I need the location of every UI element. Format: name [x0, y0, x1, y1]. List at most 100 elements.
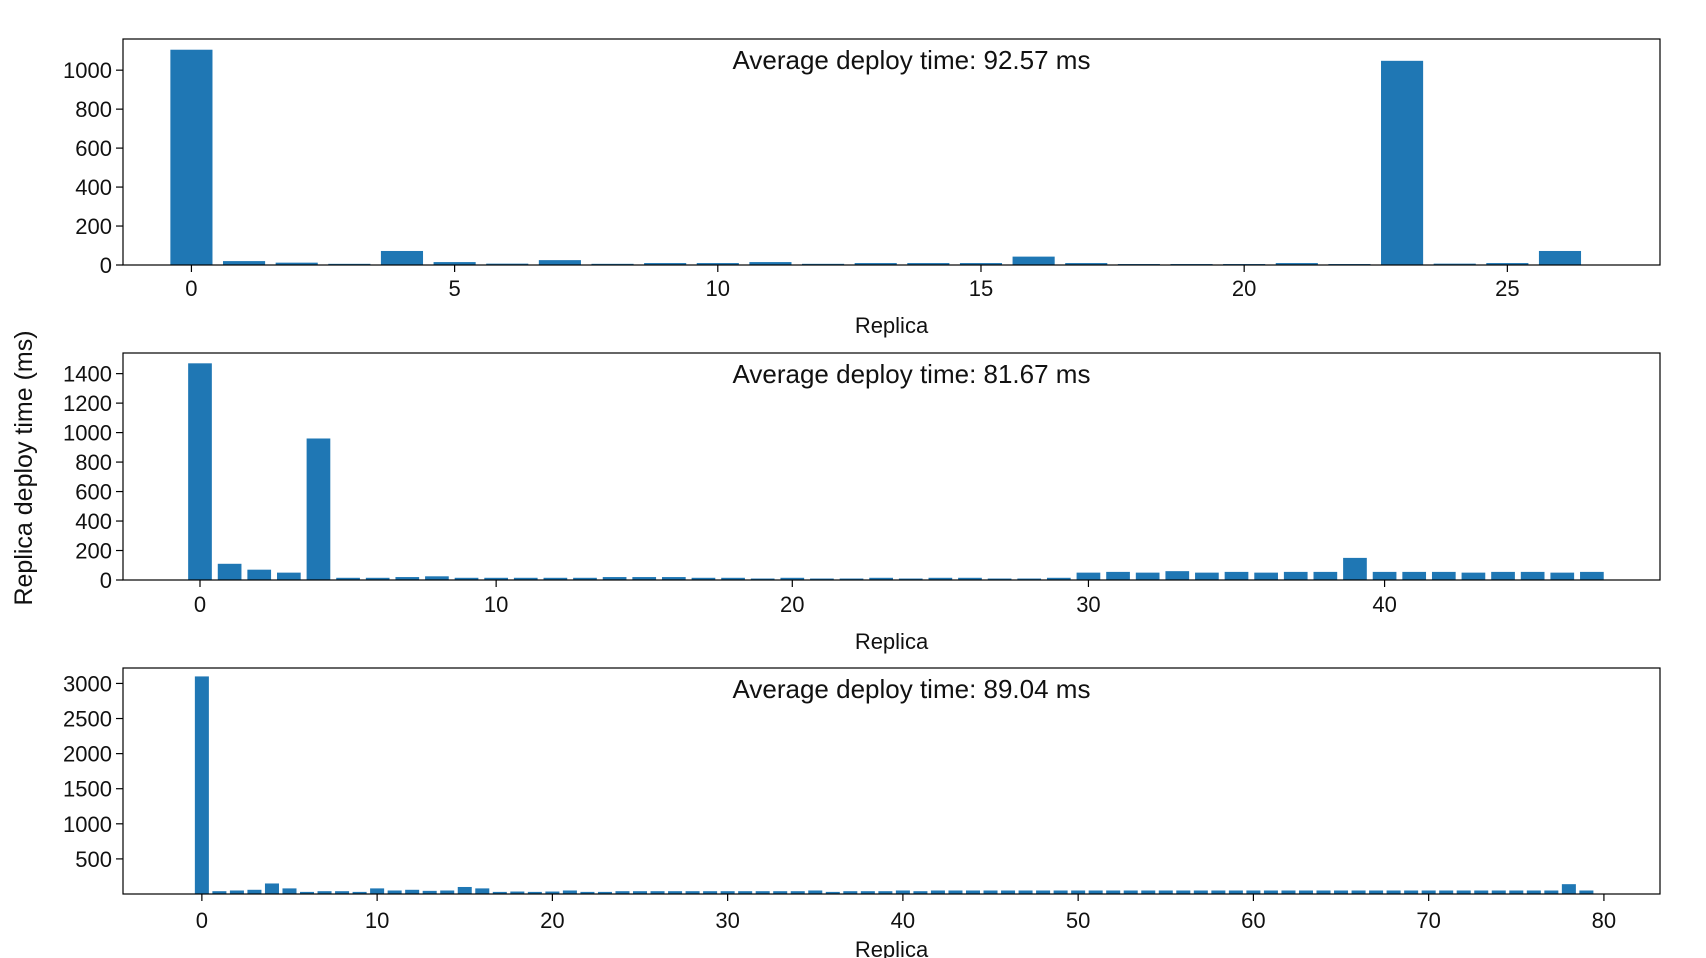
- bar: [1275, 263, 1318, 265]
- bar: [247, 569, 272, 580]
- bar: [492, 891, 507, 894]
- bar: [839, 578, 864, 580]
- figure-ylabel: Replica deploy time (ms): [10, 330, 38, 605]
- bar: [380, 250, 424, 265]
- bar: [336, 577, 360, 580]
- bar: [721, 577, 745, 580]
- bar: [1106, 571, 1130, 580]
- y-ticks: 0 200 400 600 800 1000 1200 1400: [63, 362, 123, 593]
- bar: [1046, 577, 1071, 580]
- bar: [194, 676, 209, 894]
- bar: [1254, 572, 1278, 580]
- x-axis-label: Replica: [855, 313, 929, 338]
- y-tick-label: 400: [75, 175, 112, 200]
- bar: [1509, 890, 1524, 894]
- y-tick-label: 1000: [63, 58, 112, 83]
- chart-title: Average deploy time: 89.04 ms: [733, 674, 1091, 704]
- bar: [275, 262, 318, 265]
- bar: [644, 263, 687, 265]
- bar: [1012, 256, 1055, 265]
- bar: [860, 891, 875, 894]
- y-tick-label: 1000: [63, 421, 112, 446]
- x-tick-label: 30: [1076, 592, 1100, 617]
- axes-frame: [122, 667, 1661, 895]
- bar: [1579, 890, 1594, 894]
- bar: [513, 577, 538, 580]
- bar: [869, 577, 893, 580]
- bar: [668, 891, 683, 894]
- y-ticks: 500 1000 1500 2000 2500 3000: [63, 671, 123, 872]
- bar: [1036, 890, 1051, 894]
- bar: [1123, 890, 1138, 894]
- y-tick-label: 1400: [63, 362, 112, 387]
- bars: [170, 49, 1582, 265]
- bar: [580, 891, 595, 894]
- bar: [632, 577, 657, 580]
- bar: [1193, 890, 1208, 894]
- x-axis-label: Replica: [855, 629, 929, 654]
- bars: [194, 676, 1594, 894]
- x-ticks: 0 10 20 30 40: [194, 580, 1397, 617]
- bar: [749, 262, 792, 265]
- axes-frame: [122, 352, 1661, 581]
- y-tick-label: 600: [75, 480, 112, 505]
- bar: [370, 888, 385, 894]
- bar: [277, 572, 301, 580]
- bar: [1544, 890, 1559, 894]
- y-tick-label: 0: [100, 253, 112, 278]
- bar: [395, 577, 420, 580]
- bar: [229, 890, 244, 894]
- bar: [1461, 572, 1486, 580]
- bar: [475, 888, 490, 894]
- bar: [738, 891, 753, 894]
- bar: [808, 890, 823, 894]
- bar: [597, 891, 612, 894]
- bar: [1017, 578, 1042, 580]
- bar: [878, 891, 893, 894]
- x-tick-label: 20: [780, 592, 804, 617]
- bar: [1088, 890, 1103, 894]
- bar: [987, 578, 1012, 580]
- bar: [602, 577, 627, 580]
- bar: [1520, 571, 1545, 580]
- y-tick-label: 200: [75, 214, 112, 239]
- bar: [1550, 572, 1575, 580]
- bar: [1372, 571, 1397, 580]
- bar: [1402, 571, 1427, 580]
- x-tick-label: 50: [1066, 908, 1090, 933]
- x-tick-label: 0: [196, 908, 208, 933]
- bar: [543, 577, 568, 580]
- x-tick-label: 5: [448, 276, 460, 301]
- x-tick-label: 20: [540, 908, 564, 933]
- bar: [898, 578, 923, 580]
- bar: [1491, 571, 1515, 580]
- bar: [1334, 890, 1349, 894]
- subplot-1: 0 200 400 600 800 1000 0 5 10 15 20 25 Average dep…: [63, 38, 1661, 338]
- bar: [1224, 571, 1249, 580]
- bar: [538, 260, 581, 265]
- bar: [1165, 571, 1190, 580]
- bar: [1158, 890, 1173, 894]
- bar: [1195, 572, 1219, 580]
- x-tick-label: 70: [1416, 908, 1440, 933]
- x-ticks: 0 10 20 30 40 50 60 70 80: [196, 894, 1616, 933]
- bar: [484, 577, 508, 580]
- bar: [930, 890, 945, 894]
- x-ticks: 0 5 10 15 20 25: [185, 265, 1520, 301]
- bar: [1580, 571, 1604, 580]
- bar: [1313, 571, 1338, 580]
- y-tick-label: 2500: [63, 707, 112, 732]
- y-tick-label: 500: [75, 847, 112, 872]
- bar: [1281, 890, 1296, 894]
- bar: [454, 577, 479, 580]
- bar: [959, 263, 1003, 265]
- x-tick-label: 40: [891, 908, 915, 933]
- bar: [685, 891, 700, 894]
- bar: [1018, 890, 1033, 894]
- bar: [387, 890, 402, 894]
- x-tick-label: 60: [1241, 908, 1265, 933]
- y-tick-label: 1500: [63, 777, 112, 802]
- y-tick-label: 200: [75, 539, 112, 564]
- x-tick-label: 20: [1232, 276, 1256, 301]
